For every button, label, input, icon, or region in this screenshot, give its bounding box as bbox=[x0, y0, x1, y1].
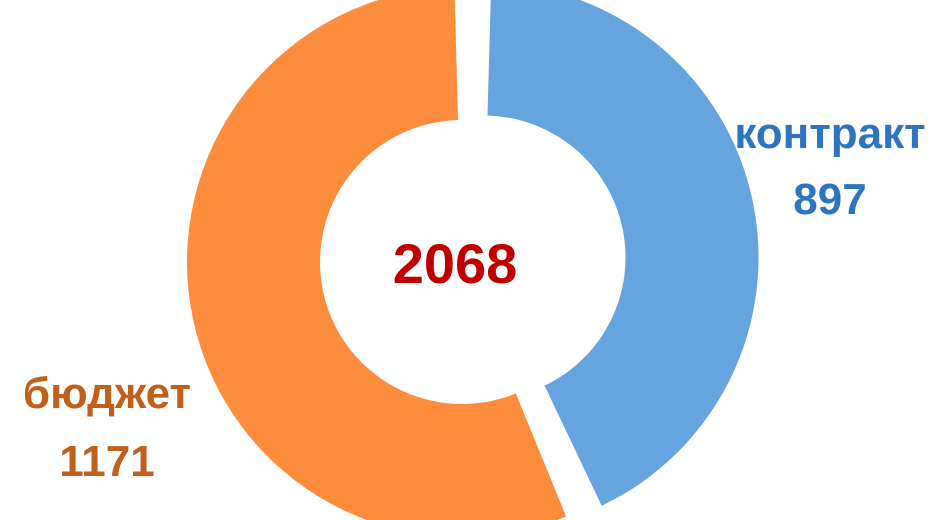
slice-budget bbox=[187, 0, 567, 520]
center-total-label: 2068 bbox=[393, 232, 518, 295]
slice-label-contract-value: 897 bbox=[793, 175, 866, 224]
slice-label-budget-name: бюджет bbox=[23, 369, 191, 418]
slice-contract bbox=[487, 0, 759, 506]
slice-label-contract-name: контракт bbox=[734, 109, 925, 158]
chart-slices bbox=[187, 0, 759, 520]
slice-label-budget-value: 1171 bbox=[59, 437, 154, 486]
